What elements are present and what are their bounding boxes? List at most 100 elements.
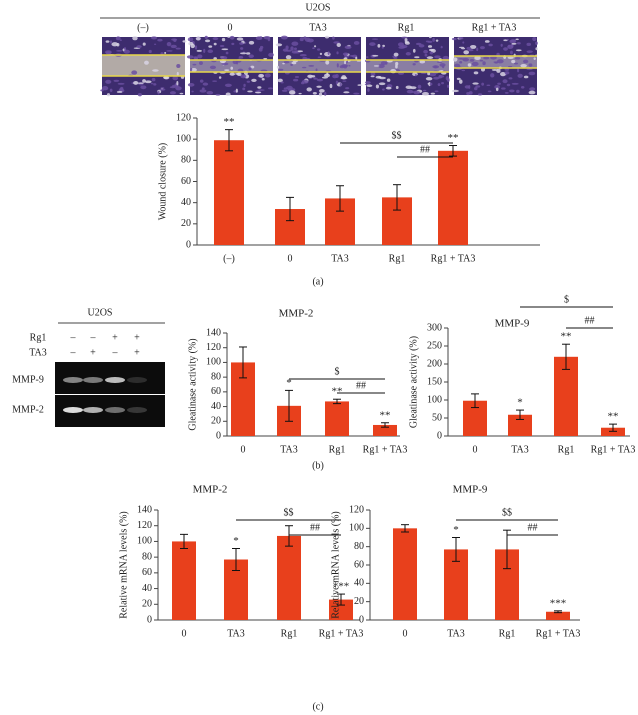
cell bbox=[398, 72, 405, 75]
cell bbox=[164, 51, 167, 55]
y-tick-label: 0 bbox=[147, 614, 152, 625]
cell bbox=[515, 38, 519, 41]
gel-band-label: MMP-9 bbox=[12, 374, 44, 385]
cell bbox=[193, 56, 198, 60]
cell bbox=[240, 47, 244, 50]
cell bbox=[501, 87, 506, 90]
cell bbox=[340, 76, 348, 80]
cell bbox=[209, 65, 217, 70]
cell bbox=[366, 84, 373, 88]
bar bbox=[508, 414, 532, 436]
significance-label: *** bbox=[550, 597, 567, 609]
cell bbox=[381, 46, 384, 49]
cell bbox=[250, 65, 255, 69]
cell bbox=[229, 72, 236, 76]
cell bbox=[535, 41, 538, 45]
y-tick-label: 80 bbox=[181, 155, 191, 166]
cell bbox=[469, 59, 475, 62]
cell bbox=[380, 61, 387, 66]
cell bbox=[286, 85, 293, 90]
comparison-label: $$ bbox=[284, 507, 294, 518]
comparison-label: ## bbox=[528, 522, 538, 533]
cell bbox=[466, 46, 472, 50]
condition-label: Rg1 + TA3 bbox=[472, 22, 517, 33]
y-axis-label: Relative mRNA levels (%) bbox=[330, 511, 341, 618]
cell bbox=[224, 83, 232, 87]
cell bbox=[204, 39, 211, 43]
cell bbox=[414, 56, 420, 59]
cell bbox=[306, 87, 312, 92]
cell bbox=[144, 80, 152, 84]
cell bbox=[522, 59, 529, 64]
cell bbox=[202, 82, 209, 86]
cell bbox=[260, 69, 268, 72]
cell bbox=[159, 88, 166, 91]
cell bbox=[423, 49, 428, 54]
cell bbox=[367, 88, 370, 92]
cell bbox=[386, 78, 391, 82]
cell bbox=[123, 49, 131, 54]
cell bbox=[474, 86, 478, 91]
cell bbox=[301, 79, 309, 84]
cell bbox=[484, 40, 490, 43]
cell bbox=[336, 63, 339, 68]
cell bbox=[109, 88, 113, 93]
y-tick-label: 0 bbox=[359, 614, 364, 625]
cell bbox=[137, 92, 142, 97]
y-tick-label: 100 bbox=[176, 133, 191, 144]
comparison-label: ## bbox=[310, 522, 320, 533]
cell bbox=[348, 64, 351, 67]
cell bbox=[238, 55, 244, 59]
cell bbox=[414, 74, 417, 77]
cell bbox=[517, 68, 520, 73]
y-tick-label: 300 bbox=[427, 322, 442, 333]
cell bbox=[111, 42, 119, 47]
bar bbox=[546, 611, 570, 620]
cell bbox=[317, 56, 322, 58]
cell bbox=[418, 44, 425, 48]
cell bbox=[182, 40, 187, 43]
gel-band bbox=[63, 377, 83, 383]
panel-label: (c) bbox=[312, 701, 323, 712]
cell bbox=[308, 65, 315, 67]
cell bbox=[515, 49, 522, 52]
gel-lane-mark: – bbox=[112, 347, 119, 358]
cell bbox=[171, 38, 178, 41]
y-tick-label: 40 bbox=[181, 197, 191, 208]
cell bbox=[267, 37, 271, 42]
cell bbox=[335, 80, 339, 85]
cell bbox=[133, 81, 139, 85]
x-tick-label: 0 bbox=[182, 628, 187, 639]
cell bbox=[528, 71, 536, 76]
y-tick-label: 80 bbox=[211, 371, 221, 382]
cell bbox=[507, 44, 514, 49]
y-tick-label: 120 bbox=[206, 342, 221, 353]
cell bbox=[474, 55, 481, 61]
significance-label: ** bbox=[448, 132, 459, 144]
cell bbox=[438, 75, 445, 78]
cell bbox=[169, 86, 176, 89]
cell bbox=[526, 42, 532, 46]
x-tick-label: Rg1 bbox=[558, 444, 575, 455]
gel-lane-mark: – bbox=[70, 347, 77, 358]
significance-label: ** bbox=[561, 331, 572, 343]
cell bbox=[239, 52, 247, 55]
cell bbox=[137, 82, 144, 84]
cell bbox=[476, 47, 479, 52]
cell bbox=[456, 77, 461, 80]
cell bbox=[142, 42, 146, 46]
y-tick-label: 120 bbox=[137, 520, 152, 531]
cell bbox=[131, 70, 138, 75]
y-tick-label: 140 bbox=[206, 327, 221, 338]
cell bbox=[157, 90, 160, 95]
cell bbox=[105, 79, 112, 84]
condition-label: (–) bbox=[137, 22, 149, 33]
cell bbox=[119, 39, 122, 42]
cell bbox=[458, 36, 464, 40]
cell bbox=[187, 83, 195, 87]
y-tick-label: 200 bbox=[427, 358, 442, 369]
wound-gap bbox=[278, 60, 361, 72]
y-tick-label: 100 bbox=[206, 357, 221, 368]
cell bbox=[105, 40, 110, 43]
cell bbox=[494, 84, 500, 89]
